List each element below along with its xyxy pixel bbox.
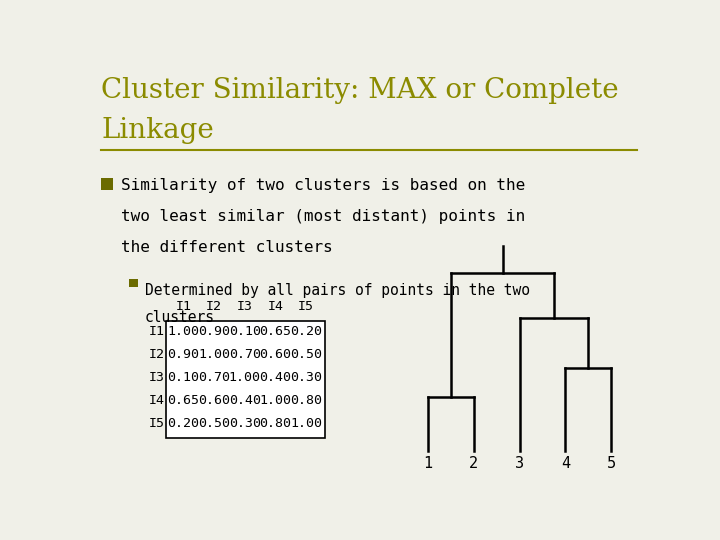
Text: Similarity of two clusters is based on the: Similarity of two clusters is based on t… [121,178,525,193]
Text: clusters: clusters [145,310,215,325]
Text: 0.60: 0.60 [259,348,292,361]
Text: 0.30: 0.30 [229,417,261,430]
Text: 0.80: 0.80 [290,394,323,407]
Text: I5: I5 [298,300,314,313]
Text: 0.80: 0.80 [259,417,292,430]
Text: 0.65: 0.65 [168,394,199,407]
Text: I2: I2 [206,300,222,313]
Text: 0.90: 0.90 [168,348,199,361]
Text: two least similar (most distant) points in: two least similar (most distant) points … [121,209,525,224]
Text: 0.20: 0.20 [168,417,199,430]
Text: I3: I3 [149,371,165,384]
Text: 1.00: 1.00 [259,394,292,407]
Text: 1.00: 1.00 [198,348,230,361]
Text: Cluster Similarity: MAX or Complete: Cluster Similarity: MAX or Complete [101,77,618,104]
Text: I5: I5 [149,417,165,430]
Text: the different clusters: the different clusters [121,240,333,255]
Text: 0.50: 0.50 [198,417,230,430]
Text: 0.50: 0.50 [290,348,323,361]
Text: I4: I4 [268,300,284,313]
Text: 1.00: 1.00 [290,417,323,430]
Text: 0.30: 0.30 [290,371,323,384]
Text: I3: I3 [237,300,253,313]
Text: 0.20: 0.20 [290,326,323,339]
Text: 0.70: 0.70 [198,371,230,384]
Bar [101,178,114,190]
Text: I1: I1 [149,326,165,339]
Text: I4: I4 [149,394,165,407]
Text: I2: I2 [149,348,165,361]
Text: 0.10: 0.10 [229,326,261,339]
Text: 0.40: 0.40 [229,394,261,407]
Text: 0.90: 0.90 [198,326,230,339]
Text: 4: 4 [561,456,570,471]
Text: 2: 2 [469,456,479,471]
Bar [129,279,138,287]
Text: 1: 1 [423,456,433,471]
Text: 0.65: 0.65 [259,326,292,339]
Text: 1.00: 1.00 [168,326,199,339]
Text: 0.60: 0.60 [198,394,230,407]
Text: 0.40: 0.40 [259,371,292,384]
Bar [166,321,325,438]
Text: 0.10: 0.10 [168,371,199,384]
Text: 0.70: 0.70 [229,348,261,361]
Text: Linkage: Linkage [101,117,214,144]
Text: 3: 3 [515,456,524,471]
Text: I1: I1 [176,300,192,313]
Text: Determined by all pairs of points in the two: Determined by all pairs of points in the… [145,283,530,298]
Text: 1.00: 1.00 [229,371,261,384]
Text: 5: 5 [607,456,616,471]
